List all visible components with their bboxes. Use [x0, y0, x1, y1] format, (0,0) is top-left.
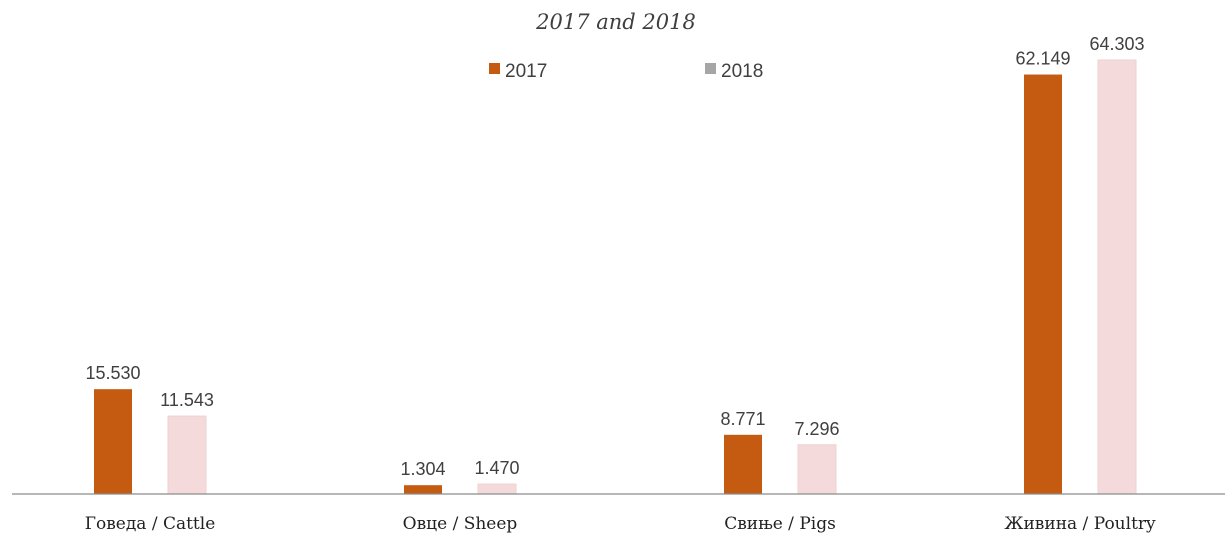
data-label-2018-poultry: 64.303 — [1089, 34, 1144, 54]
data-label-2017-sheep: 1.304 — [400, 459, 445, 479]
data-label-2017-poultry: 62.149 — [1015, 49, 1070, 69]
data-label-2017-pigs: 8.771 — [720, 409, 765, 429]
category-label-sheep: Овце / Sheep — [403, 514, 518, 534]
legend-swatch-2017 — [489, 63, 500, 74]
bar-2018-poultry — [1097, 59, 1137, 495]
bar-2018-pigs — [797, 444, 837, 495]
bar-2017-cattle — [94, 389, 132, 494]
category-label-pigs: Свиње / Pigs — [724, 514, 836, 534]
legend-label-2018: 2018 — [721, 61, 763, 82]
bars-layer — [94, 59, 1137, 495]
chart-subtitle: 2017 and 2018 — [535, 10, 696, 34]
legend-swatch-2018 — [705, 63, 716, 74]
category-label-cattle: Говеда / Cattle — [85, 514, 216, 534]
legend: 2017 2018 — [489, 61, 763, 82]
bar-2018-cattle — [167, 415, 207, 495]
bar-2017-pigs — [724, 434, 762, 494]
bar-2017-poultry — [1024, 74, 1062, 494]
data-label-2017-cattle: 15.530 — [85, 363, 140, 383]
bar-2018-sheep — [477, 483, 517, 495]
category-labels: Говеда / Cattle Овце / Sheep Свиње / Pigs Ж… — [85, 514, 1156, 534]
category-label-poultry: Живина / Poultry — [1004, 514, 1156, 534]
data-label-2018-pigs: 7.296 — [794, 419, 839, 439]
bar-2017-sheep — [404, 485, 442, 494]
data-label-2018-sheep: 1.470 — [474, 458, 519, 478]
data-label-2018-cattle: 11.543 — [160, 390, 214, 410]
legend-label-2017: 2017 — [505, 61, 547, 82]
data-labels-layer: 15.530 11.543 1.304 1.470 8.771 7.296 62.149 64… — [85, 34, 1144, 479]
